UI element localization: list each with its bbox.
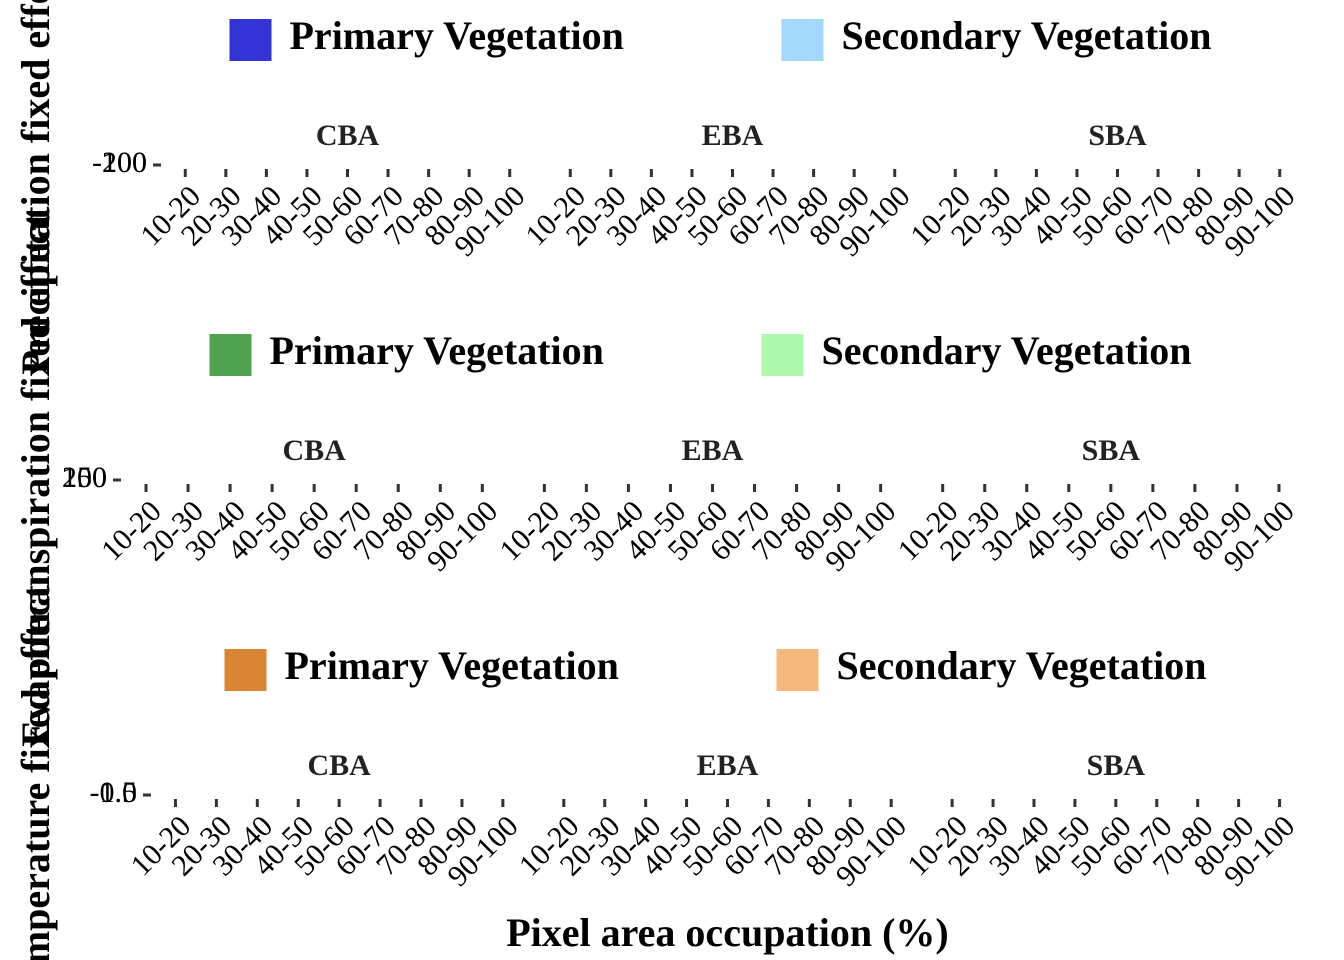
y-tick-label: 150 bbox=[62, 461, 107, 494]
legend-label: Primary Vegetation bbox=[270, 328, 604, 373]
y-tick-label: 200 bbox=[102, 146, 147, 179]
legend-swatch bbox=[224, 649, 267, 691]
legend-swatch bbox=[229, 19, 272, 61]
legend-swatch bbox=[781, 19, 824, 61]
strip-label: EBA bbox=[702, 119, 764, 152]
strip-label: CBA bbox=[316, 119, 380, 152]
y-tick-label: 1.0 bbox=[100, 776, 138, 809]
y-tick-label: 200 bbox=[62, 461, 107, 494]
y-tick-label: -100 bbox=[92, 146, 147, 179]
strip-label: SBA bbox=[1087, 749, 1146, 782]
y-axis-title: Temperature fixed effect bbox=[13, 584, 58, 960]
legend-label: Primary Vegetation bbox=[285, 643, 619, 688]
strip-label: CBA bbox=[282, 434, 346, 467]
legend-swatch bbox=[209, 334, 252, 376]
legend-swatch bbox=[761, 334, 804, 376]
strip-label: CBA bbox=[307, 749, 371, 782]
y-axis-title: Evapotranspiration fixed effect bbox=[13, 213, 58, 747]
x-axis-title: Pixel area occupation (%) bbox=[506, 910, 949, 955]
legend-label: Primary Vegetation bbox=[290, 13, 624, 58]
legend-swatch bbox=[776, 649, 819, 691]
strip-label: EBA bbox=[682, 434, 744, 467]
legend-label: Secondary Vegetation bbox=[837, 643, 1207, 688]
legend-label: Secondary Vegetation bbox=[822, 328, 1192, 373]
strip-label: EBA bbox=[697, 749, 759, 782]
y-axis-title: Precipitation fixed effect bbox=[13, 0, 58, 375]
y-tick-label: -0.5 bbox=[90, 776, 138, 809]
strip-label: SBA bbox=[1082, 434, 1141, 467]
strip-label: SBA bbox=[1088, 119, 1147, 152]
legend-label: Secondary Vegetation bbox=[842, 13, 1212, 58]
